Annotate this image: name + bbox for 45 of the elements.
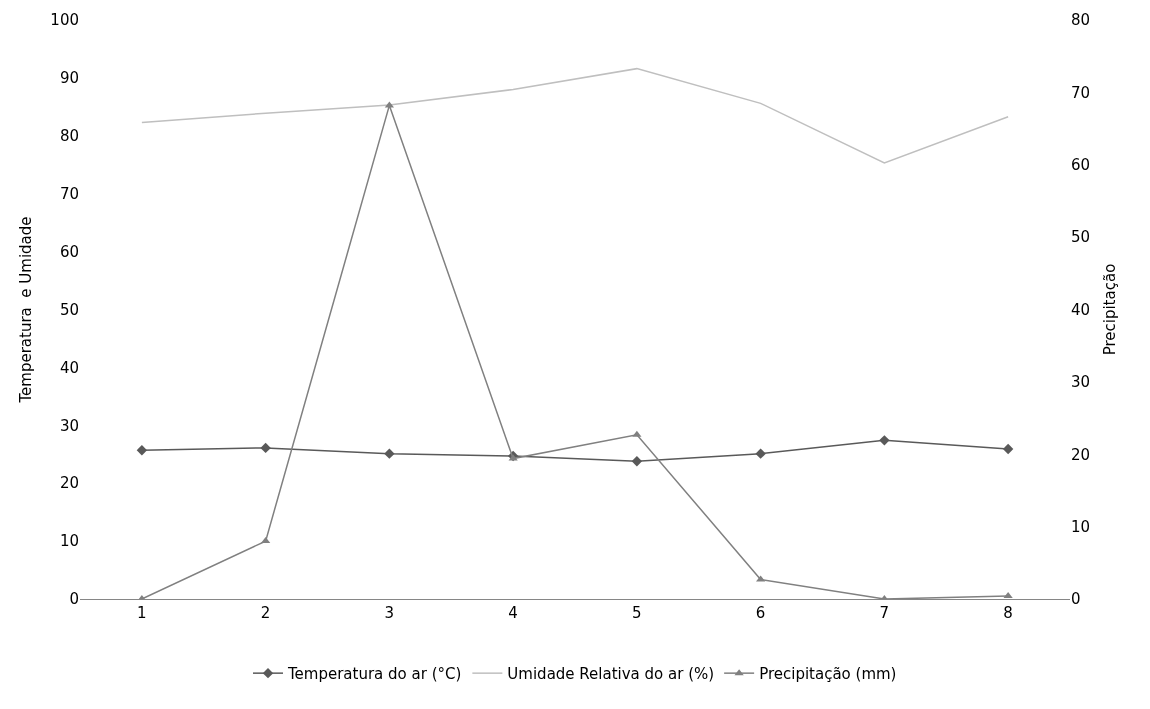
y-tick-label: 10	[59, 532, 79, 551]
legend-label: Temperatura do ar (°C)	[287, 665, 462, 683]
point	[384, 448, 395, 459]
y2-tick-label: 80	[1071, 11, 1091, 30]
point	[1002, 443, 1014, 455]
x-tick-label: 7	[879, 604, 890, 622]
legend-label: Precipitação (mm)	[759, 665, 897, 683]
y2-tick-label: 50	[1071, 228, 1091, 247]
y-tick-label: 100	[50, 11, 79, 30]
y-tick-label: 40	[59, 358, 79, 377]
point	[261, 537, 271, 544]
y2-tick-label: 40	[1071, 300, 1091, 319]
y-tick-label: 50	[59, 300, 79, 319]
y2-tick-label: 10	[1071, 517, 1091, 536]
x-tick-label: 5	[632, 604, 642, 622]
point	[755, 448, 766, 459]
y2-tick-label: 60	[1071, 156, 1091, 174]
x-tick-label: 8	[1003, 604, 1013, 622]
point	[879, 435, 890, 446]
y2-axis-title: Precipitação	[1101, 263, 1120, 356]
y2-tick-label: 20	[1071, 445, 1091, 464]
line-series	[141, 67, 1009, 164]
y-tick-label: 80	[59, 127, 79, 146]
y2-tick-label: 70	[1071, 83, 1091, 102]
y-tick-label: 70	[59, 184, 79, 203]
y-tick-label: 30	[59, 416, 79, 435]
y-tick-label: 20	[59, 474, 79, 493]
x-tick-label: 4	[508, 604, 518, 622]
point	[631, 456, 643, 467]
x-tick-label: 6	[755, 604, 766, 622]
x-tick-label: 3	[384, 604, 395, 622]
point	[632, 430, 642, 437]
y-tick-label: 60	[59, 242, 79, 261]
y-tick-label: 90	[59, 69, 79, 88]
y-axis-title: Temperatura e Umidade	[16, 216, 35, 404]
x-tick-label: 1	[137, 604, 147, 622]
point	[136, 445, 148, 456]
y-tick-label: 0	[69, 590, 79, 609]
y2-tick-label: 0	[1071, 590, 1081, 609]
legend-label: Umidade Relativa do ar (%)	[507, 665, 715, 683]
x-tick-label: 2	[260, 604, 271, 622]
point	[508, 454, 518, 461]
y2-tick-label: 30	[1071, 373, 1091, 392]
point	[260, 442, 271, 454]
point	[1003, 592, 1013, 599]
